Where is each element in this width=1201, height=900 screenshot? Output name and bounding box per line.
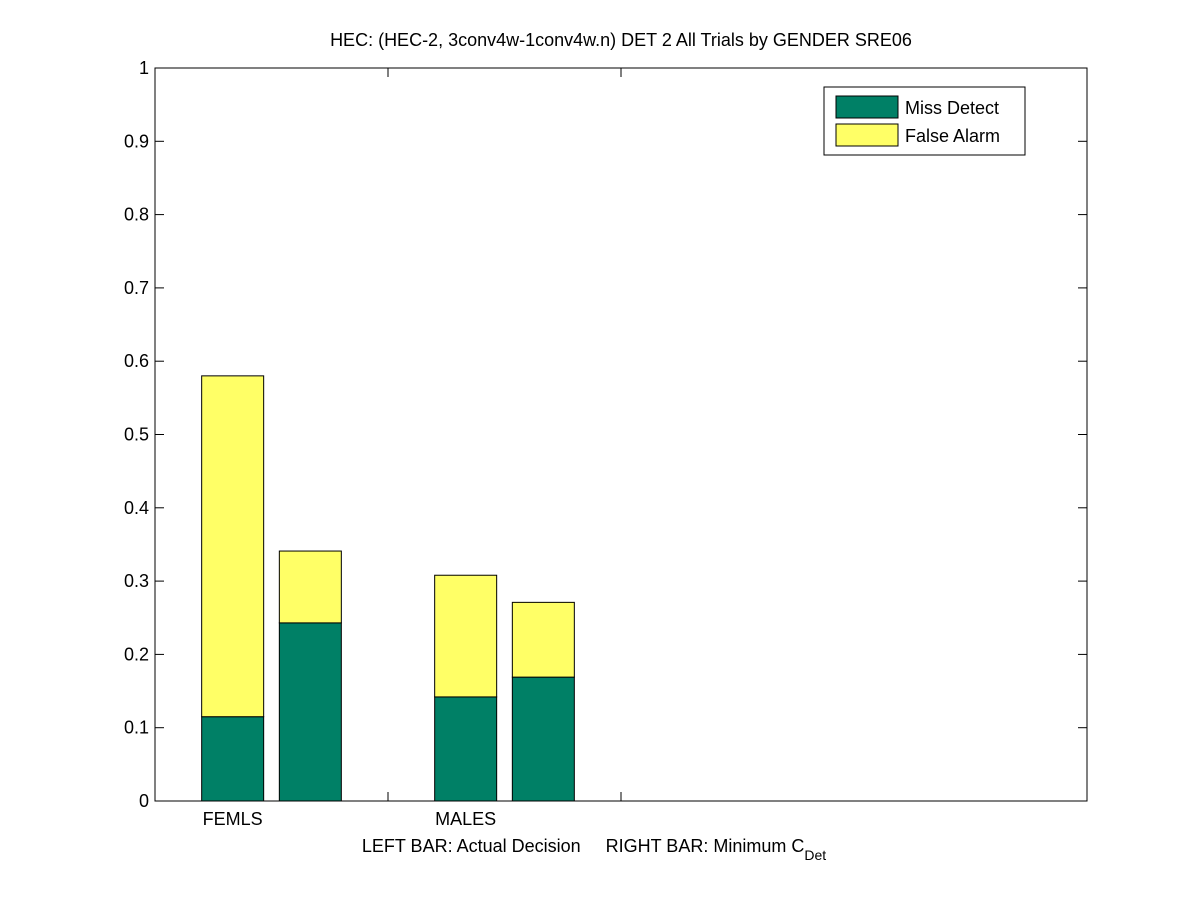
- bar-segment: [201, 375, 265, 718]
- legend-label: False Alarm: [905, 126, 1000, 146]
- bar-segment: [434, 696, 498, 802]
- legend-label: Miss Detect: [905, 98, 999, 118]
- y-tick-label: 0.4: [124, 498, 149, 518]
- bar-segment: [511, 676, 575, 802]
- bar-segment: [278, 550, 342, 624]
- y-tick-label: 0.9: [124, 131, 149, 151]
- legend-swatch: [835, 123, 899, 147]
- bar-segment: [278, 622, 342, 802]
- y-tick-label: 0.6: [124, 351, 149, 371]
- bar-segment: [511, 601, 575, 678]
- x-axis-label: LEFT BAR: Actual Decision RIGHT BAR: Min…: [362, 836, 826, 863]
- legend-swatch: [835, 95, 899, 119]
- y-tick-label: 0.2: [124, 644, 149, 664]
- x-axis-label-subscript: Det: [804, 847, 826, 863]
- bar-segment: [434, 574, 498, 698]
- x-tick-label: FEMLS: [203, 809, 263, 829]
- x-tick-label: MALES: [435, 809, 496, 829]
- bar-segment: [201, 716, 265, 802]
- y-tick-label: 1: [139, 58, 149, 78]
- y-tick-label: 0.8: [124, 205, 149, 225]
- y-tick-label: 0.5: [124, 425, 149, 445]
- y-tick-label: 0.3: [124, 571, 149, 591]
- chart-title: HEC: (HEC-2, 3conv4w-1conv4w.n) DET 2 Al…: [330, 30, 912, 50]
- y-tick-label: 0: [139, 791, 149, 811]
- y-tick-label: 0.7: [124, 278, 149, 298]
- y-tick-label: 0.1: [124, 718, 149, 738]
- x-axis-label-main: LEFT BAR: Actual Decision RIGHT BAR: Min…: [362, 836, 804, 856]
